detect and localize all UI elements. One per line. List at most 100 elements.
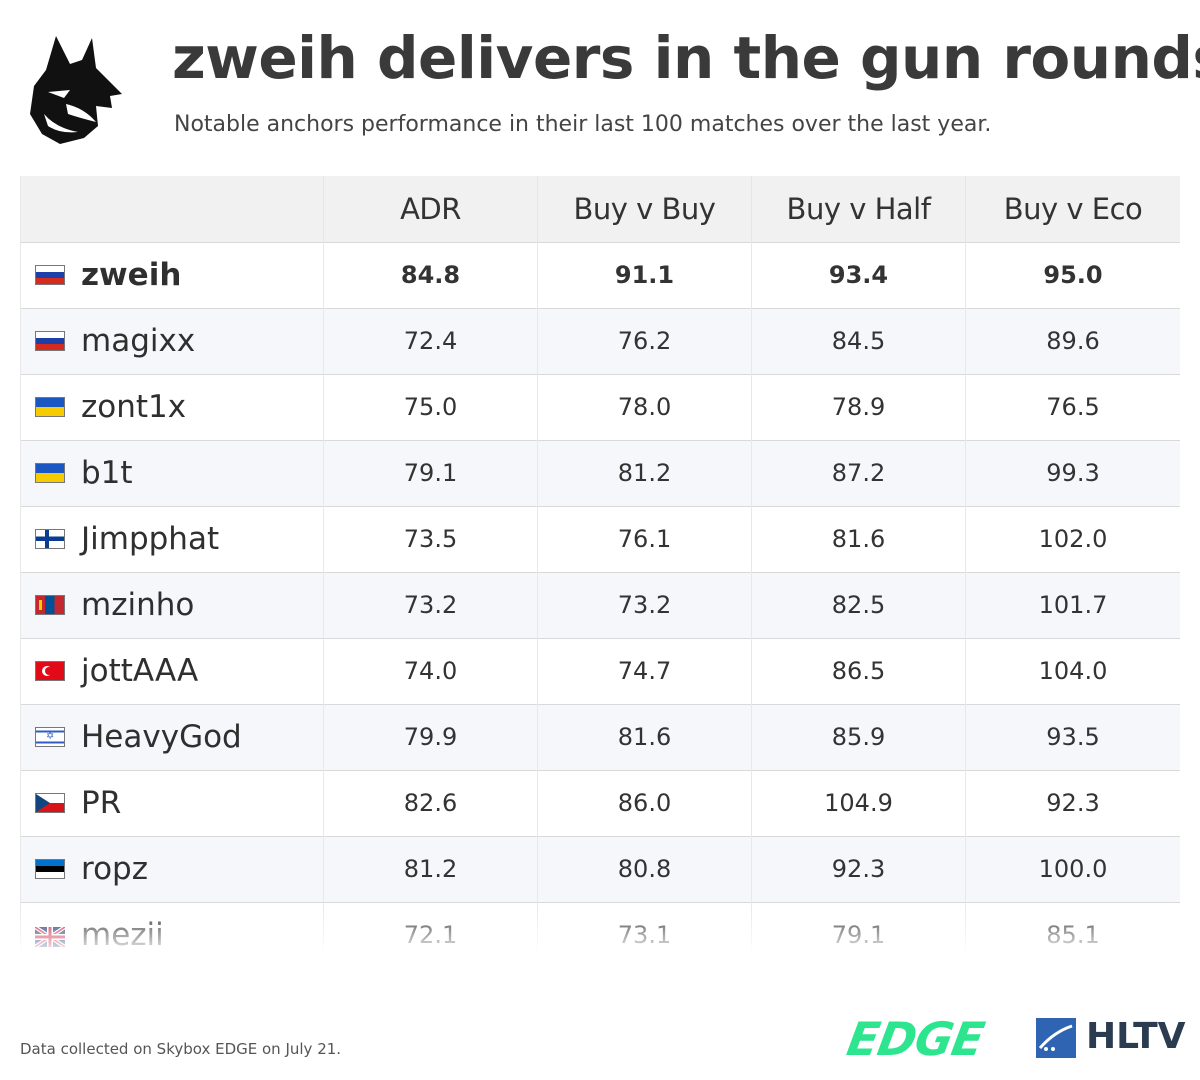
flag-tr-icon xyxy=(35,661,65,681)
table-row: ropz 81.2 80.8 92.3 100.0 xyxy=(20,835,1180,902)
cell-buy-v-half: 86.5 xyxy=(751,637,966,704)
player-cell: HeavyGod xyxy=(20,703,324,770)
player-cell: magixx xyxy=(20,307,324,374)
table-row: PR 82.6 86.0 104.9 92.3 xyxy=(20,769,1180,836)
player-name: mezii xyxy=(81,917,164,954)
player-cell: mezii xyxy=(20,901,324,966)
cell-buy-v-half: 93.4 xyxy=(751,241,966,308)
table-row: jottAAA 74.0 74.7 86.5 104.0 xyxy=(20,637,1180,704)
cell-buy-v-eco: 99.3 xyxy=(965,439,1180,506)
player-name: zont1x xyxy=(81,389,187,425)
data-source-note: Data collected on Skybox EDGE on July 21… xyxy=(20,1040,342,1058)
table-row: mezii 72.1 73.1 79.1 85.1 xyxy=(20,901,1180,966)
cell-buy-v-half: 79.1 xyxy=(751,901,966,966)
cell-buy-v-eco: 85.1 xyxy=(965,901,1180,966)
cell-buy-v-half: 78.9 xyxy=(751,373,966,440)
cell-adr: 81.2 xyxy=(323,835,538,902)
hltv-logo-text: HLTV xyxy=(1086,1016,1186,1057)
wolf-head-logo-icon xyxy=(30,36,122,144)
cell-buy-v-eco: 101.7 xyxy=(965,571,1180,638)
hltv-shield-icon xyxy=(1036,1018,1076,1058)
player-name: PR xyxy=(81,785,122,821)
edge-logo: EDGE xyxy=(843,1012,988,1066)
cell-buy-v-buy: 80.8 xyxy=(537,835,752,902)
cell-buy-v-half: 84.5 xyxy=(751,307,966,374)
player-cell: PR xyxy=(20,769,324,836)
player-name: Jimpphat xyxy=(81,521,220,557)
cell-buy-v-buy: 76.2 xyxy=(537,307,752,374)
table-row: Jimpphat 73.5 76.1 81.6 102.0 xyxy=(20,505,1180,572)
cell-adr: 82.6 xyxy=(323,769,538,836)
table-row: magixx 72.4 76.2 84.5 89.6 xyxy=(20,307,1180,374)
cell-buy-v-eco: 102.0 xyxy=(965,505,1180,572)
column-header-buy-v-half: Buy v Half xyxy=(751,176,966,242)
cell-buy-v-eco: 89.6 xyxy=(965,307,1180,374)
player-cell: zweih xyxy=(20,241,324,308)
table-row: b1t 79.1 81.2 87.2 99.3 xyxy=(20,439,1180,506)
flag-ru-icon xyxy=(35,265,65,285)
cell-adr: 73.2 xyxy=(323,571,538,638)
flag-cz-icon xyxy=(35,793,65,813)
cell-adr: 75.0 xyxy=(323,373,538,440)
cell-buy-v-eco: 104.0 xyxy=(965,637,1180,704)
cell-buy-v-eco: 76.5 xyxy=(965,373,1180,440)
cell-buy-v-half: 87.2 xyxy=(751,439,966,506)
flag-ua-icon xyxy=(35,463,65,483)
player-name: zweih xyxy=(81,257,182,293)
cell-adr: 84.8 xyxy=(323,241,538,308)
flag-gb-icon xyxy=(33,925,67,949)
table-row: mzinho 73.2 73.2 82.5 101.7 xyxy=(20,571,1180,638)
player-cell: mzinho xyxy=(20,571,324,638)
player-name: magixx xyxy=(81,323,196,359)
cell-buy-v-buy: 91.1 xyxy=(537,241,752,308)
cell-buy-v-buy: 73.1 xyxy=(537,901,752,966)
player-cell: ropz xyxy=(20,835,324,902)
column-header-buy-v-buy: Buy v Buy xyxy=(537,176,752,242)
cell-buy-v-half: 82.5 xyxy=(751,571,966,638)
column-header-player xyxy=(20,176,324,242)
flag-ru-icon xyxy=(35,331,65,351)
cell-buy-v-half: 92.3 xyxy=(751,835,966,902)
flag-ua-icon xyxy=(35,397,65,417)
cell-buy-v-buy: 74.7 xyxy=(537,637,752,704)
player-cell: jottAAA xyxy=(20,637,324,704)
page-subtitle: Notable anchors performance in their las… xyxy=(174,112,992,137)
player-name: HeavyGod xyxy=(81,719,242,755)
flag-fi-icon xyxy=(35,529,65,549)
player-name: ropz xyxy=(81,851,148,887)
table-header-row: ADR Buy v Buy Buy v Half Buy v Eco xyxy=(20,176,1180,242)
column-header-buy-v-eco: Buy v Eco xyxy=(965,176,1180,242)
cell-buy-v-half: 81.6 xyxy=(751,505,966,572)
cell-buy-v-buy: 73.2 xyxy=(537,571,752,638)
cell-adr: 73.5 xyxy=(323,505,538,572)
cell-buy-v-eco: 95.0 xyxy=(965,241,1180,308)
player-name: jottAAA xyxy=(81,653,199,689)
table-row: zweih 84.8 91.1 93.4 95.0 xyxy=(20,241,1180,308)
player-cell: Jimpphat xyxy=(20,505,324,572)
player-name: b1t xyxy=(81,455,133,491)
table-row: HeavyGod 79.981.685.993.5 xyxy=(20,703,1180,770)
page-title: zweih delivers in the gun rounds xyxy=(172,24,1200,92)
cell-buy-v-half: 85.9 xyxy=(751,703,966,770)
table-row: zont1x 75.0 78.0 78.9 76.5 xyxy=(20,373,1180,440)
cell-buy-v-buy: 78.0 xyxy=(537,373,752,440)
cell-buy-v-buy: 81.6 xyxy=(537,703,752,770)
cell-buy-v-eco: 93.5 xyxy=(965,703,1180,770)
player-cell: zont1x xyxy=(20,373,324,440)
cell-adr: 79.9 xyxy=(323,703,538,770)
flag-ee-icon xyxy=(35,859,65,879)
cell-adr: 72.1 xyxy=(323,901,538,966)
cell-adr: 72.4 xyxy=(323,307,538,374)
flag-il-icon xyxy=(35,727,65,747)
column-header-adr: ADR xyxy=(323,176,538,242)
cell-buy-v-buy: 81.2 xyxy=(537,439,752,506)
stats-table-container: ADR Buy v Buy Buy v Half Buy v Eco zweih… xyxy=(20,176,1180,966)
cell-buy-v-eco: 100.0 xyxy=(965,835,1180,902)
cell-buy-v-eco: 92.3 xyxy=(965,769,1180,836)
player-name: mzinho xyxy=(81,587,195,623)
cell-buy-v-buy: 86.0 xyxy=(537,769,752,836)
cell-buy-v-half: 104.9 xyxy=(751,769,966,836)
table-body: zweih 84.8 91.1 93.4 95.0 magixx 72.4 76.2 84.5 8… xyxy=(20,241,1180,966)
stats-table: ADR Buy v Buy Buy v Half Buy v Eco zweih… xyxy=(20,176,1180,966)
cell-adr: 79.1 xyxy=(323,439,538,506)
